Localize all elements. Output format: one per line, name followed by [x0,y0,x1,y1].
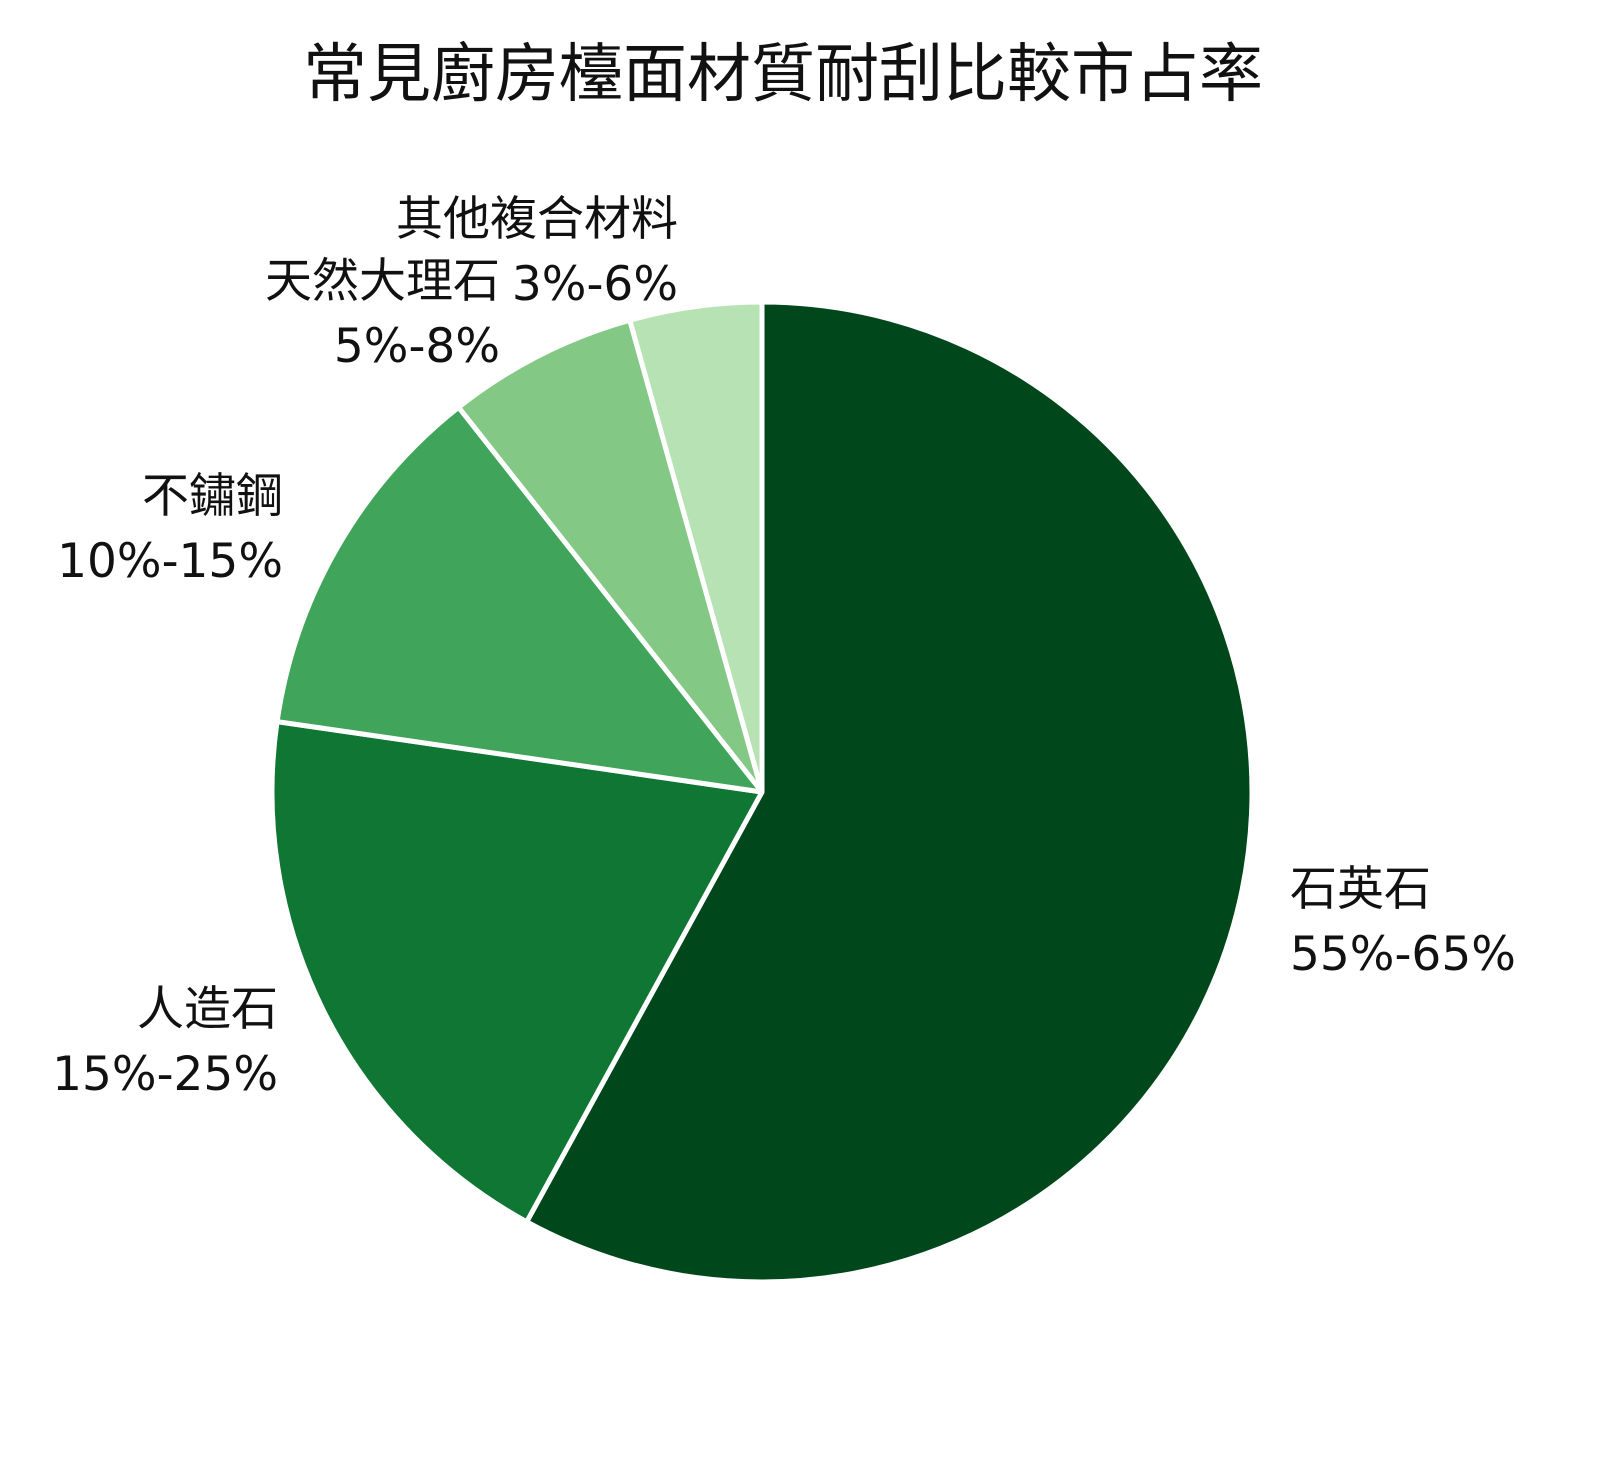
slice-labels: 石英石 55%-65% 人造石 15%-25% 不鏽鋼 10%-15% 天然大理石 5%-8%… [52,192,1516,1102]
pie-slice-5 [627,299,765,795]
pie-slices [269,299,1255,1285]
slice-label-range-5: 3%-6% [512,257,678,312]
slice-label-name-2: 人造石 [137,982,278,1037]
pie-slice-2 [269,719,765,1225]
chart-title: 常見廚房檯面材質耐刮比較市占率 [303,38,1263,112]
slice-label-range-2: 15%-25% [52,1047,278,1102]
pie-slice-4 [456,317,765,795]
slice-label-range-4: 5%-8% [334,319,500,374]
slice-label-name-1: 石英石 [1290,862,1431,917]
slice-label-range-1: 55%-65% [1290,927,1516,982]
slice-label-name-5: 其他複合材料 [396,192,678,247]
slice-label-name-3: 不鏽鋼 [142,469,283,524]
pie-slice-3 [274,404,765,795]
pie-slice-1 [524,299,1255,1285]
slice-label-name-4: 天然大理石 [265,254,500,309]
slice-label-range-3: 10%-15% [57,534,283,589]
